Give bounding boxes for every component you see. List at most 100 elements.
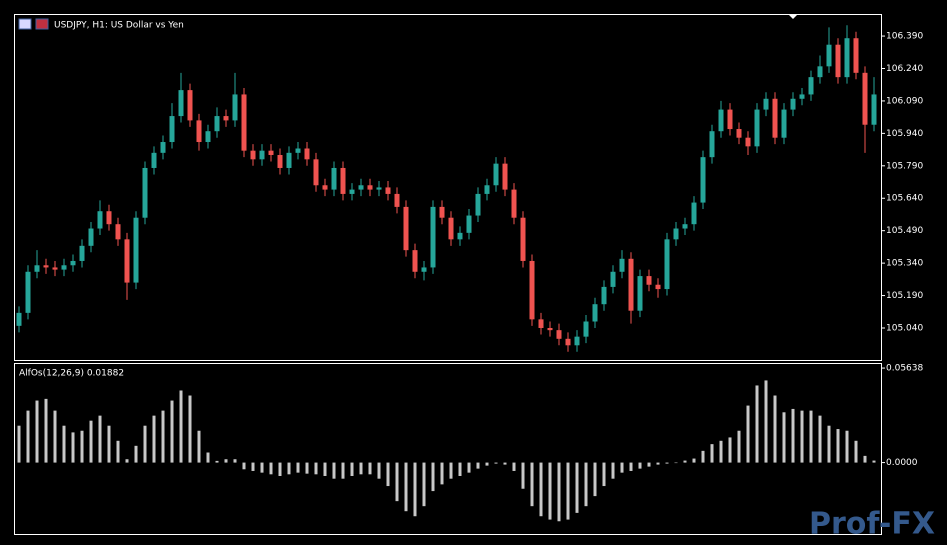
candle-body xyxy=(862,72,868,125)
histogram-bar xyxy=(836,429,840,463)
candle-body xyxy=(637,276,643,311)
histogram-bar xyxy=(431,462,435,492)
histogram-bar xyxy=(863,455,867,463)
histogram-bar xyxy=(395,462,399,502)
histogram-bar xyxy=(269,462,273,475)
candle-body xyxy=(826,44,832,67)
histogram-bar xyxy=(494,462,498,464)
histogram-bar xyxy=(638,462,642,469)
candle-body xyxy=(151,152,157,168)
candle-body xyxy=(538,319,544,328)
candle-body xyxy=(781,109,787,138)
histogram-bar xyxy=(368,462,372,475)
candle-body xyxy=(196,120,202,143)
y-tick-label: 105.040 xyxy=(886,323,923,333)
candle-body xyxy=(520,217,526,261)
candle-body xyxy=(70,260,76,266)
candle-body xyxy=(205,131,211,143)
candle-body xyxy=(466,215,472,233)
candle-body xyxy=(223,116,229,121)
histogram-bar xyxy=(575,462,579,513)
y-tick-label: 0.05638 xyxy=(886,364,923,374)
candle-body xyxy=(214,116,220,132)
histogram-bar xyxy=(359,462,363,475)
histogram-bar xyxy=(422,462,426,507)
candle-body xyxy=(358,185,364,190)
candle-body xyxy=(439,206,445,218)
candle-body xyxy=(367,185,373,190)
histogram-bar xyxy=(107,425,111,463)
candle-body xyxy=(601,286,607,305)
y-tick-label: 105.190 xyxy=(886,291,923,301)
histogram-bar xyxy=(125,459,129,463)
histogram-bar xyxy=(404,462,408,512)
histogram-bar xyxy=(701,450,705,463)
histogram-bar xyxy=(530,462,534,507)
candle-body xyxy=(286,152,292,168)
histogram-bar xyxy=(656,462,660,465)
histogram-bar xyxy=(323,462,327,476)
histogram-bar xyxy=(773,395,777,463)
candle-body xyxy=(133,217,139,283)
candle-body xyxy=(619,258,625,272)
candle-body xyxy=(853,38,859,73)
candle-body xyxy=(754,109,760,147)
candle-body xyxy=(727,109,733,130)
histogram-bar xyxy=(674,462,678,464)
candle-body xyxy=(304,148,310,160)
histogram-bar xyxy=(485,462,489,466)
candle-body xyxy=(376,187,382,190)
candle-body xyxy=(331,167,337,190)
histogram-bar xyxy=(197,430,201,463)
symbol-icons xyxy=(18,18,49,30)
candle-body xyxy=(160,142,166,153)
histogram-bar xyxy=(845,430,849,463)
candle-body xyxy=(493,163,499,186)
histogram-bar xyxy=(206,452,210,463)
histogram-bar xyxy=(818,415,822,463)
candle-body xyxy=(430,206,436,268)
histogram-bar xyxy=(44,398,48,463)
y-tick-label: 0.0000 xyxy=(886,458,918,468)
candle-body xyxy=(871,94,877,125)
candle-body xyxy=(277,154,283,168)
candle-body xyxy=(421,267,427,272)
candle-body xyxy=(745,137,751,147)
y-tick-label: 105.790 xyxy=(886,161,923,171)
candle-body xyxy=(61,265,67,270)
y-tick-label: 106.390 xyxy=(886,32,923,42)
histogram-bar xyxy=(188,395,192,463)
candle-body xyxy=(718,109,724,132)
candle-body xyxy=(340,167,346,194)
candle-body xyxy=(574,336,580,346)
price-pane xyxy=(14,14,882,361)
histogram-bar xyxy=(665,462,669,464)
candle-body xyxy=(709,131,715,158)
histogram-bar xyxy=(233,459,237,463)
candle-body xyxy=(232,94,238,121)
histogram-bar xyxy=(53,410,57,463)
histogram-bar xyxy=(440,462,444,485)
histogram-bar xyxy=(782,412,786,463)
candle-body xyxy=(448,217,454,240)
candle-body xyxy=(241,94,247,151)
histogram-bar xyxy=(116,440,120,463)
candle-body xyxy=(673,228,679,240)
histogram-bar xyxy=(161,410,165,463)
candle-body xyxy=(106,211,112,225)
candle-body xyxy=(547,327,553,331)
candle-body xyxy=(43,265,49,268)
histogram-bar xyxy=(611,462,615,479)
histogram-bar xyxy=(377,462,381,479)
candle-body xyxy=(97,211,103,229)
histogram-bar xyxy=(17,425,21,463)
candle-body xyxy=(475,193,481,216)
histogram-bar xyxy=(35,400,39,463)
histogram-bar xyxy=(386,462,390,487)
histogram-bar xyxy=(242,462,246,470)
histogram-bar xyxy=(89,420,93,463)
histogram-bar xyxy=(566,462,570,520)
histogram-bar xyxy=(692,458,696,463)
